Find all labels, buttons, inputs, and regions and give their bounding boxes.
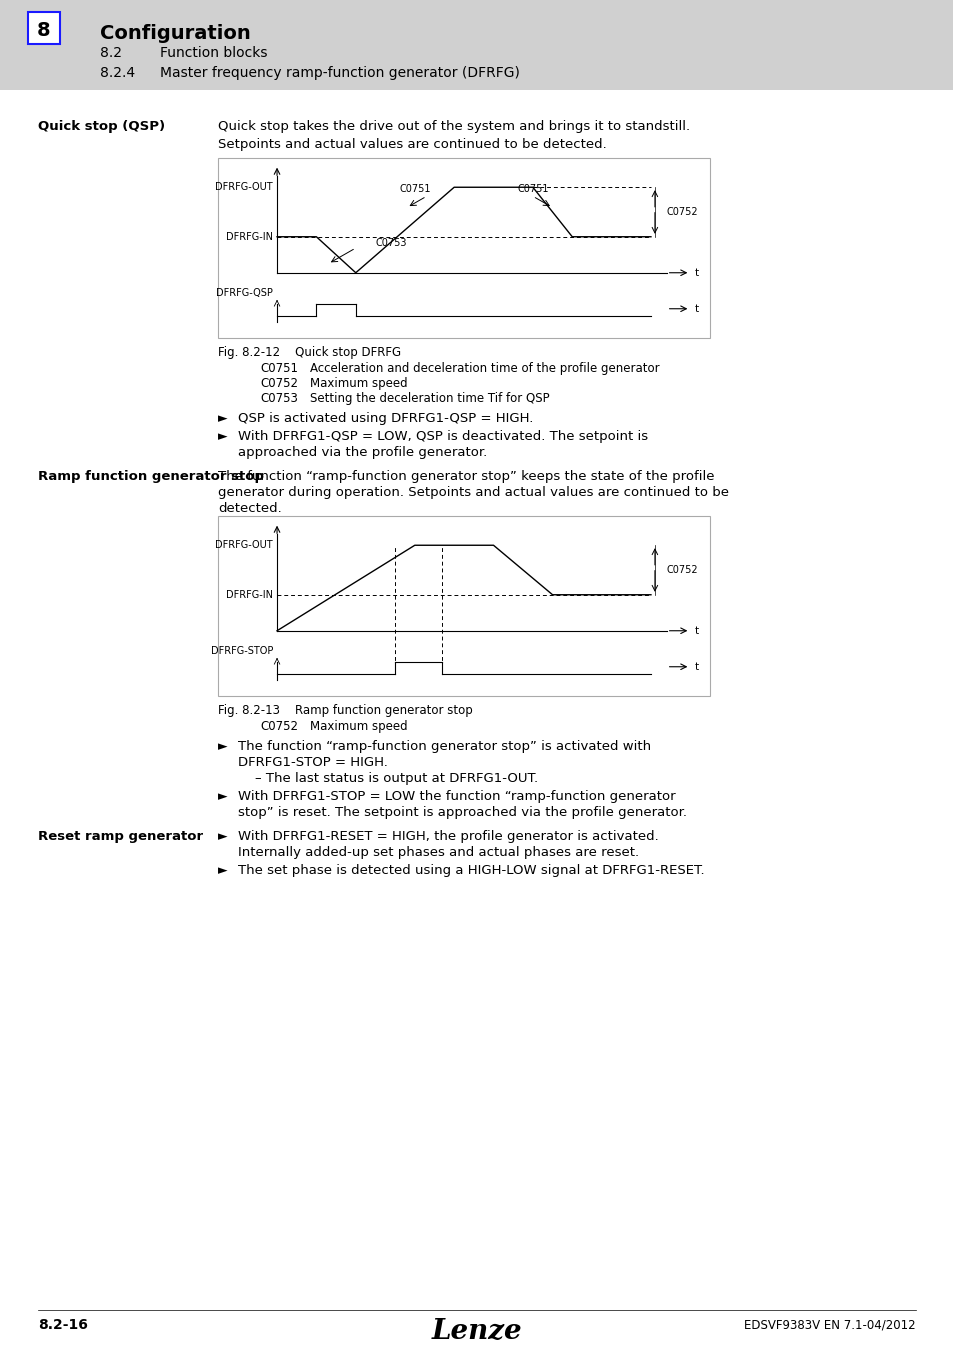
Text: QSP is activated using DFRFG1-QSP = HIGH.: QSP is activated using DFRFG1-QSP = HIGH… <box>237 412 533 425</box>
Text: Configuration: Configuration <box>100 24 251 43</box>
Text: With DFRFG1-RESET = HIGH, the profile generator is activated.: With DFRFG1-RESET = HIGH, the profile ge… <box>237 830 659 842</box>
Text: DFRFG-IN: DFRFG-IN <box>226 232 273 242</box>
Text: EDSVF9383V EN 7.1-04/2012: EDSVF9383V EN 7.1-04/2012 <box>743 1318 915 1331</box>
Text: DFRFG-OUT: DFRFG-OUT <box>215 540 273 551</box>
Text: The function “ramp-function generator stop” is activated with: The function “ramp-function generator st… <box>237 740 651 753</box>
Text: Ramp function generator stop: Ramp function generator stop <box>38 470 264 483</box>
Text: Maximum speed: Maximum speed <box>310 720 407 733</box>
Bar <box>218 516 709 697</box>
Text: Maximum speed: Maximum speed <box>310 377 407 390</box>
Text: approached via the profile generator.: approached via the profile generator. <box>237 446 487 459</box>
Text: With DFRFG1-QSP = LOW, QSP is deactivated. The setpoint is: With DFRFG1-QSP = LOW, QSP is deactivate… <box>237 431 647 443</box>
Text: 8: 8 <box>37 20 51 39</box>
Text: stop” is reset. The setpoint is approached via the profile generator.: stop” is reset. The setpoint is approach… <box>237 806 686 819</box>
Text: Internally added-up set phases and actual phases are reset.: Internally added-up set phases and actua… <box>237 846 639 859</box>
Text: C0752: C0752 <box>666 566 698 575</box>
Bar <box>0 0 953 90</box>
Text: Fig. 8.2-13    Ramp function generator stop: Fig. 8.2-13 Ramp function generator stop <box>218 703 473 717</box>
Text: ►: ► <box>218 412 228 425</box>
Bar <box>28 12 60 45</box>
Text: DFRFG-STOP: DFRFG-STOP <box>211 647 273 656</box>
Text: ►: ► <box>218 740 228 753</box>
Text: C0752: C0752 <box>666 207 698 217</box>
Text: C0752: C0752 <box>260 377 297 390</box>
Bar <box>218 158 709 338</box>
Text: DFRFG-OUT: DFRFG-OUT <box>215 182 273 192</box>
Text: Fig. 8.2-12    Quick stop DFRFG: Fig. 8.2-12 Quick stop DFRFG <box>218 346 400 359</box>
Text: t: t <box>694 267 698 278</box>
Text: C0752: C0752 <box>260 720 297 733</box>
Text: generator during operation. Setpoints and actual values are continued to be: generator during operation. Setpoints an… <box>218 486 728 500</box>
Text: Quick stop takes the drive out of the system and brings it to standstill.: Quick stop takes the drive out of the sy… <box>218 120 689 134</box>
Text: t: t <box>694 662 698 672</box>
Text: The function “ramp-function generator stop” keeps the state of the profile: The function “ramp-function generator st… <box>218 470 714 483</box>
Text: 8.2.4: 8.2.4 <box>100 66 135 80</box>
Text: C0751: C0751 <box>517 184 548 194</box>
Text: ►: ► <box>218 790 228 803</box>
Text: C0753: C0753 <box>375 238 407 248</box>
Text: DFRFG-IN: DFRFG-IN <box>226 590 273 599</box>
Text: DFRFG-QSP: DFRFG-QSP <box>216 288 273 298</box>
Text: t: t <box>694 626 698 636</box>
Text: ►: ► <box>218 864 228 878</box>
Text: Setpoints and actual values are continued to be detected.: Setpoints and actual values are continue… <box>218 138 606 151</box>
Text: With DFRFG1-STOP = LOW the function “ramp-function generator: With DFRFG1-STOP = LOW the function “ram… <box>237 790 675 803</box>
Text: Master frequency ramp-function generator (DFRFG): Master frequency ramp-function generator… <box>160 66 519 80</box>
Text: ►: ► <box>218 431 228 443</box>
Text: ►: ► <box>218 830 228 842</box>
Text: C0751: C0751 <box>260 362 297 375</box>
Text: C0753: C0753 <box>260 392 297 405</box>
Text: Acceleration and deceleration time of the profile generator: Acceleration and deceleration time of th… <box>310 362 659 375</box>
Text: Function blocks: Function blocks <box>160 46 267 59</box>
Text: Setting the deceleration time Tif for QSP: Setting the deceleration time Tif for QS… <box>310 392 549 405</box>
Text: – The last status is output at DFRFG1-OUT.: – The last status is output at DFRFG1-OU… <box>254 772 537 784</box>
Text: Lenze: Lenze <box>432 1318 521 1345</box>
Text: The set phase is detected using a HIGH-LOW signal at DFRFG1-RESET.: The set phase is detected using a HIGH-L… <box>237 864 704 878</box>
Text: Reset ramp generator: Reset ramp generator <box>38 830 203 842</box>
Text: 8.2: 8.2 <box>100 46 122 59</box>
Text: 8.2-16: 8.2-16 <box>38 1318 88 1332</box>
Text: Quick stop (QSP): Quick stop (QSP) <box>38 120 165 134</box>
Text: C0751: C0751 <box>398 184 430 194</box>
Text: t: t <box>694 304 698 313</box>
Text: detected.: detected. <box>218 502 281 514</box>
Text: DFRFG1-STOP = HIGH.: DFRFG1-STOP = HIGH. <box>237 756 388 770</box>
